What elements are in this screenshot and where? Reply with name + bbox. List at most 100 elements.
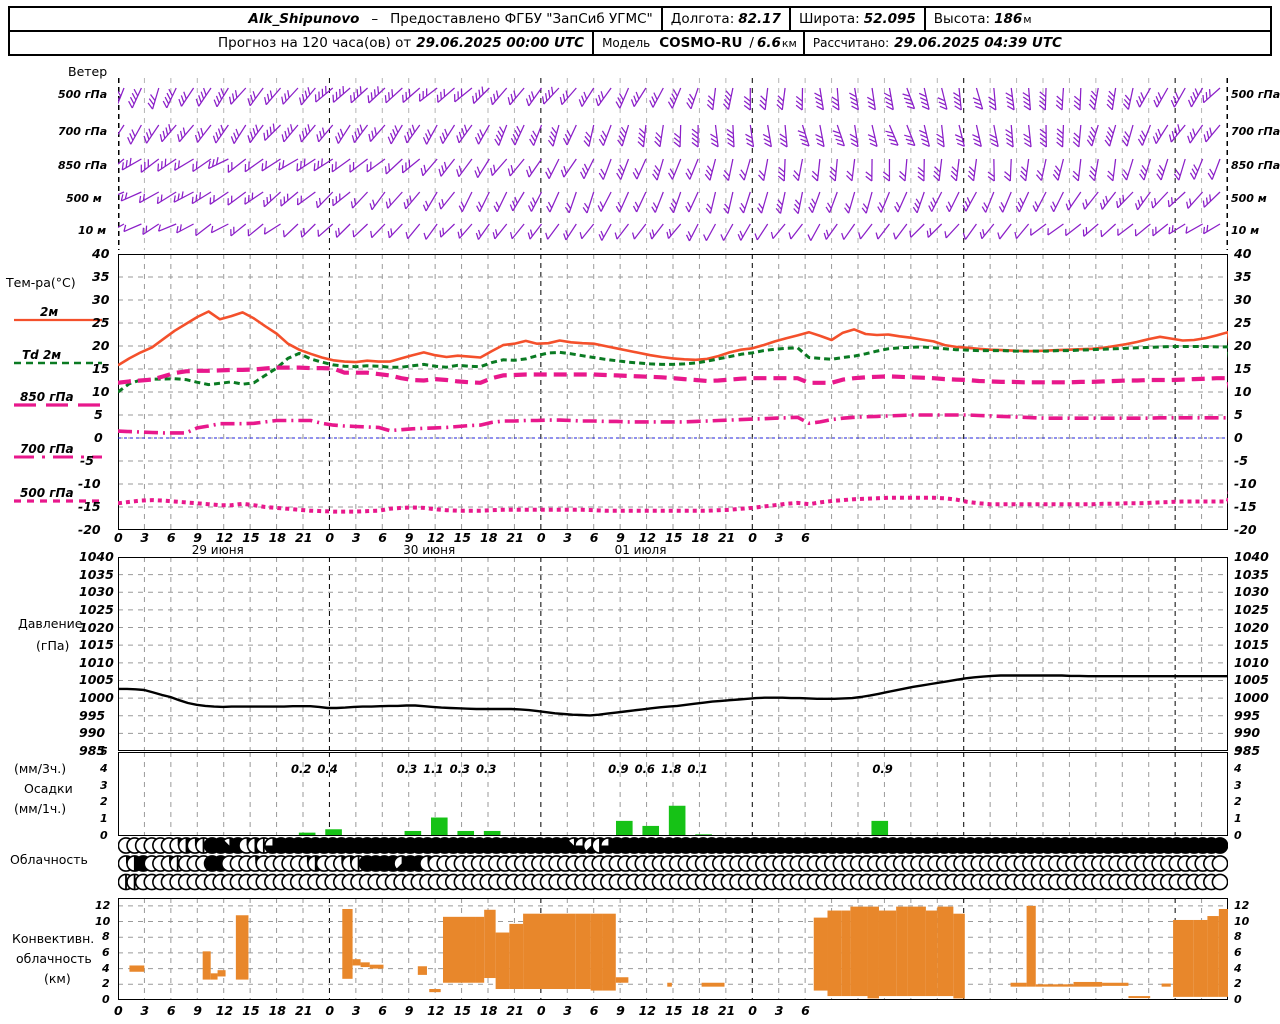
- precip-title-1h: (мм/1ч.): [14, 801, 67, 816]
- conv-xtick-3: 9: [193, 1003, 202, 1018]
- temp-ytick-right-25: 25: [1234, 315, 1252, 330]
- conv-ytick-right-10: 10: [1234, 914, 1250, 928]
- precip-label-5: 0.3: [476, 762, 497, 776]
- temp-ytick-right--5: -5: [1234, 453, 1248, 468]
- conv-xtick-17: 3: [563, 1003, 572, 1018]
- prec-ytick-0: 0: [100, 829, 108, 842]
- precip-label-8: 1.8: [661, 762, 682, 776]
- longitude-label: Долгота:: [670, 11, 735, 27]
- temp-ytick-right-40: 40: [1234, 246, 1252, 261]
- precip-label-4: 0.3: [449, 762, 470, 776]
- temp-ytick-right-15: 15: [1234, 361, 1252, 376]
- temp-ytick-right-20: 20: [1234, 338, 1252, 353]
- wind-level-label-500m-right: 500 м: [1231, 192, 1267, 205]
- temp-legend-label-700: 700 гПа: [20, 442, 74, 456]
- calc-label: Рассчитано:: [812, 36, 890, 50]
- pres-ytick-995: 995: [79, 707, 106, 723]
- header-divider-5: [802, 32, 805, 54]
- temp-xtick-9: 3: [351, 530, 361, 545]
- conv-xtick-20: 12: [638, 1003, 656, 1018]
- forecast-time: 29.06.2025 00:00 UTC: [416, 35, 585, 51]
- temp-xtick-21: 15: [665, 530, 683, 545]
- precip-title: Осадки: [24, 781, 73, 796]
- latitude-label: Широта:: [798, 11, 860, 27]
- temp-xtick-17: 3: [563, 530, 572, 545]
- conv-ytick-4: 4: [102, 961, 110, 975]
- temp-xtick-2: 6: [166, 530, 176, 545]
- temp-ytick-right-30: 30: [1234, 292, 1252, 307]
- wind-barb-plot: [118, 78, 1228, 250]
- convective-cloud-plot: [118, 898, 1228, 1000]
- calc-time: 29.06.2025 04:39 UTC: [894, 35, 1062, 51]
- pres-ytick-985: 985: [79, 743, 106, 758]
- precip-title-3h: (мм/3ч.): [14, 761, 67, 776]
- conv-title-line2: облачность: [16, 951, 92, 966]
- conv-ytick-right-6: 6: [1234, 945, 1242, 959]
- wind-level-label-700hpa-right: 700 гПа: [1231, 125, 1280, 138]
- precip-label-6: 0.9: [608, 762, 629, 776]
- wind-level-label-10m-right: 10 м: [1231, 224, 1260, 237]
- wind-level-label-500m: 500 м: [66, 192, 102, 205]
- temp-xtick-23: 21: [717, 530, 736, 545]
- temp-xtick-1: 3: [140, 530, 150, 545]
- temp-xtick-19: 9: [616, 530, 625, 545]
- pres-ytick-right-990: 990: [1234, 725, 1261, 741]
- temp-ytick-5: 5: [94, 407, 103, 422]
- conv-xtick-25: 3: [774, 1003, 784, 1018]
- prec-ytick-right-3: 3: [1234, 778, 1242, 792]
- provider-text: Предоставлено ФГБУ "ЗапСиб УГМС": [390, 11, 653, 27]
- altitude-label: Высота:: [933, 11, 991, 27]
- prec-ytick-right-1: 1: [1234, 812, 1242, 826]
- station-name: Alk_Shipunovo: [248, 11, 360, 27]
- temp-ytick-right-10: 10: [1234, 384, 1252, 399]
- conv-xtick-11: 9: [404, 1003, 414, 1018]
- temp-xtick-18: 6: [589, 530, 599, 545]
- prec-ytick-4: 4: [100, 761, 108, 775]
- temp-ytick-10: 10: [92, 384, 110, 399]
- temp-xtick-20: 12: [638, 530, 656, 545]
- wind-level-label-500hpa: 500 гПа: [58, 88, 108, 101]
- wind-level-label-850hpa: 850 гПа: [58, 159, 108, 172]
- conv-xtick-18: 6: [589, 1003, 599, 1018]
- conv-xtick-1: 3: [140, 1003, 150, 1018]
- temp-xtick-0: 0: [114, 530, 123, 545]
- conv-ytick-6: 6: [102, 945, 110, 959]
- pres-ytick-right-1025: 1025: [1234, 601, 1269, 617]
- precip-label-3: 1.1: [423, 762, 444, 776]
- temp-ytick-30: 30: [92, 292, 110, 307]
- conv-ytick-right-12: 12: [1234, 898, 1250, 912]
- precipitation-plot: [118, 752, 1228, 836]
- prec-ytick-right-0: 0: [1234, 829, 1242, 842]
- prec-ytick-right-4: 4: [1234, 761, 1242, 775]
- temp-ytick--10: -10: [78, 476, 101, 491]
- temp-xtick-26: 6: [801, 530, 810, 545]
- conv-xtick-19: 9: [616, 1003, 625, 1018]
- header-divider-2: [788, 8, 791, 30]
- temp-xtick-11: 9: [404, 530, 414, 545]
- conv-ytick-right-2: 2: [1234, 977, 1242, 991]
- temp-xtick-8: 0: [325, 530, 335, 545]
- temp-xtick-4: 12: [215, 530, 234, 545]
- temp-ytick-right--15: -15: [1234, 499, 1257, 514]
- pres-ytick-1005: 1005: [79, 672, 114, 688]
- pres-ytick-1025: 1025: [79, 601, 114, 617]
- conv-xtick-6: 18: [268, 1003, 286, 1018]
- temp-ytick-20: 20: [92, 338, 110, 353]
- temp-xtick-7: 21: [295, 530, 313, 545]
- temp-legend-label-850: 850 гПа: [20, 390, 74, 404]
- pres-ytick-1035: 1035: [79, 566, 114, 582]
- conv-xtick-13: 15: [453, 1003, 471, 1018]
- temp-ytick-right-0: 0: [1234, 430, 1243, 445]
- pres-ytick-1040: 1040: [79, 549, 114, 564]
- altitude-value: 186: [994, 11, 1023, 27]
- temp-ytick-right--10: -10: [1234, 476, 1257, 491]
- temp-ytick-right--20: -20: [1234, 522, 1257, 537]
- precip-label-10: 0.9: [872, 762, 893, 776]
- temperature-title: Тем-ра(°C): [6, 275, 76, 290]
- pressure-title-line2: (гПа): [36, 638, 70, 653]
- pres-ytick-1000: 1000: [79, 690, 114, 706]
- temperature-legend: [14, 318, 102, 503]
- header-divider-3: [923, 8, 926, 30]
- day-label-2: 01 июля: [614, 543, 667, 557]
- precip-label-9: 0.1: [687, 762, 708, 776]
